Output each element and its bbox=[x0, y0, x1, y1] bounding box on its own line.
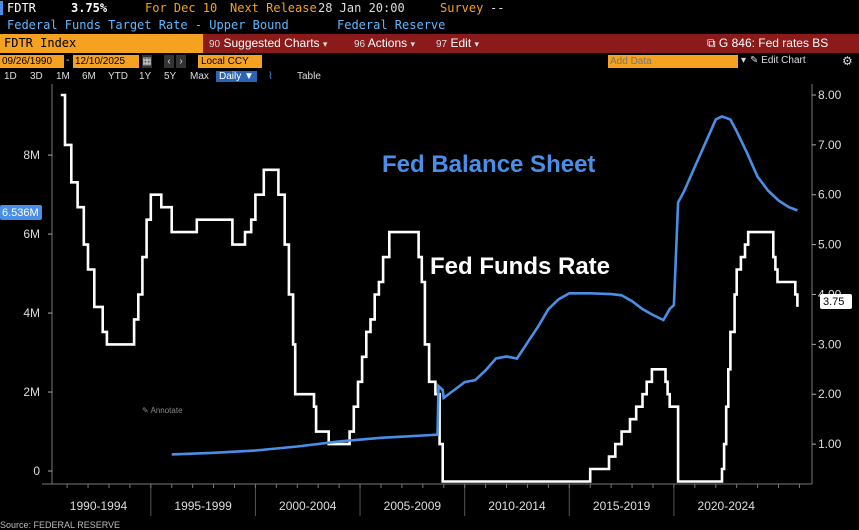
currency-select[interactable]: Local CCY bbox=[198, 55, 262, 68]
right-tick-label: 2.00 bbox=[818, 387, 842, 401]
function-toolbar: FDTR Index 90 Suggested Charts ▾ 96 Acti… bbox=[0, 34, 859, 53]
currency-value: Local CCY bbox=[201, 56, 249, 67]
right-tick-label: 8.00 bbox=[818, 88, 842, 102]
x-tick-label: 1995-1999 bbox=[174, 499, 232, 513]
security-description-row: Federal Funds Target Rate - Upper Bound … bbox=[0, 17, 859, 34]
left-tick-label: 2M bbox=[23, 385, 40, 399]
x-tick-label: 2000-2004 bbox=[279, 499, 337, 513]
annotate-label-text: Annotate bbox=[150, 406, 183, 415]
next-release-value: 28 Jan 20:00 bbox=[318, 1, 405, 15]
rate-last-value-bg bbox=[820, 294, 852, 309]
for-date: For Dec 10 bbox=[145, 1, 218, 15]
edit-menu[interactable]: 97 Edit ▾ bbox=[436, 36, 479, 50]
source-name: Federal Reserve bbox=[337, 18, 446, 32]
right-tick-label: 7.00 bbox=[818, 138, 842, 152]
range-1m-button[interactable]: 1M bbox=[56, 71, 70, 82]
x-tick-label: 2015-2019 bbox=[593, 499, 651, 513]
chevron-right-icon[interactable]: › bbox=[176, 55, 186, 68]
range-1d-button[interactable]: 1D bbox=[4, 71, 17, 82]
x-axis: 1990-1994 1995-1999 2000-2004 2005-2009 2010… bbox=[66, 484, 800, 516]
ticker-symbol[interactable]: FDTR bbox=[7, 1, 36, 15]
chevron-down-icon[interactable]: ▾ bbox=[741, 55, 747, 66]
range-3d-button[interactable]: 3D bbox=[30, 71, 43, 82]
chart-name: G 846: Fed rates BS bbox=[718, 36, 829, 50]
fed-funds-rate-line bbox=[60, 93, 799, 483]
table-button[interactable]: Table bbox=[297, 71, 321, 82]
chart-area[interactable]: 1990-1994 1995-1999 2000-2004 2005-2009 2010… bbox=[0, 84, 859, 520]
calendar-icon[interactable]: ▦ bbox=[142, 55, 152, 68]
last-value: 3.75% bbox=[71, 1, 108, 15]
right-tick-label: 5.00 bbox=[818, 238, 842, 252]
balance-last-value: 6.536M bbox=[2, 207, 39, 219]
range-max-button[interactable]: Max bbox=[190, 71, 209, 82]
suggested-charts-menu[interactable]: 90 Suggested Charts ▾ bbox=[209, 36, 327, 50]
x-tick-label: 2020-2024 bbox=[698, 499, 756, 513]
frequency-value: Daily bbox=[219, 71, 242, 82]
x-tick-label: 2005-2009 bbox=[384, 499, 442, 513]
index-input[interactable]: FDTR Index bbox=[0, 34, 203, 53]
range-5y-button[interactable]: 5Y bbox=[164, 71, 177, 82]
survey-label: Survey bbox=[440, 1, 484, 15]
start-date-input[interactable]: 09/26/1990 bbox=[0, 55, 64, 68]
left-tick-label: 8M bbox=[23, 148, 40, 162]
pencil-icon: ✎ bbox=[142, 406, 150, 415]
frequency-select[interactable]: Daily ▼ bbox=[216, 71, 257, 82]
suggested-charts-shortcut: 90 bbox=[209, 39, 221, 50]
balance-last-value-bg bbox=[0, 205, 42, 220]
actions-menu[interactable]: 96 Actions ▾ bbox=[354, 36, 415, 50]
add-data-input[interactable]: Add Data bbox=[608, 55, 738, 68]
annotate-tool[interactable]: ✎ Annotate bbox=[142, 406, 183, 415]
survey-value: -- bbox=[490, 1, 505, 15]
range-1y-button[interactable]: 1Y bbox=[139, 71, 152, 82]
range-buttons: 1D 3D 1M 6M YTD 1Y 5Y Max Daily ▼ ⌇ Tabl… bbox=[0, 70, 859, 84]
annotate-label: ✎ Annotate bbox=[142, 406, 183, 415]
left-tick-label: 0 bbox=[33, 464, 40, 478]
chevron-left-icon[interactable]: ‹ bbox=[164, 55, 174, 68]
chart-grid bbox=[42, 84, 813, 485]
edit-chart-label: Edit Chart bbox=[761, 55, 806, 66]
line-chart-icon[interactable]: ⌇ bbox=[268, 71, 273, 82]
source-footnote: Source: FEDERAL RESERVE bbox=[0, 520, 121, 530]
right-tick-label: 3.00 bbox=[818, 337, 842, 351]
gear-icon[interactable]: ⚙ bbox=[842, 54, 853, 68]
actions-label: Actions bbox=[367, 36, 408, 50]
x-tick-label: 2010-2014 bbox=[488, 499, 546, 513]
balance-last-value-tag: 6.536M bbox=[0, 205, 42, 220]
rate-last-value-tag: 3.75 bbox=[820, 294, 852, 309]
x-tick-label: 1990-1994 bbox=[70, 499, 128, 513]
chevron-down-icon: ▾ bbox=[322, 39, 328, 49]
security-header: FDTR 3.75% For Dec 10 Next Release 28 Ja… bbox=[0, 0, 859, 17]
edit-shortcut: 97 bbox=[436, 39, 448, 50]
security-description: Federal Funds Target Rate - Upper Bound bbox=[7, 18, 289, 32]
fed-balance-sheet-line bbox=[171, 114, 798, 456]
range-6m-button[interactable]: 6M bbox=[82, 71, 96, 82]
external-link-icon: ⧉ bbox=[707, 36, 716, 50]
left-axis: 0 2M 4M 6M 8M bbox=[23, 148, 52, 478]
chevron-down-icon: ▾ bbox=[410, 39, 416, 49]
chart-background bbox=[0, 84, 859, 520]
edit-label: Edit bbox=[450, 36, 472, 50]
suggested-charts-label: Suggested Charts bbox=[223, 36, 320, 50]
edit-chart-button[interactable]: ✎ Edit Chart bbox=[750, 55, 806, 66]
chevron-down-icon: ▾ bbox=[474, 39, 480, 49]
pencil-icon: ✎ bbox=[750, 55, 759, 66]
next-release-label: Next Release bbox=[230, 1, 317, 15]
range-ytd-button[interactable]: YTD bbox=[108, 71, 128, 82]
date-separator: - bbox=[66, 55, 70, 66]
actions-shortcut: 96 bbox=[354, 39, 366, 50]
chart-name-link[interactable]: ⧉ G 846: Fed rates BS bbox=[707, 36, 828, 51]
end-date-input[interactable]: 12/10/2025 bbox=[73, 55, 139, 68]
fed-funds-annotation: Fed Funds Rate bbox=[430, 253, 610, 280]
left-tick-label: 6M bbox=[23, 227, 40, 241]
right-tick-label: 6.00 bbox=[818, 188, 842, 202]
rate-last-value: 3.75 bbox=[823, 296, 844, 308]
header-marker bbox=[0, 1, 3, 15]
left-tick-label: 4M bbox=[23, 306, 40, 320]
right-tick-label: 1.00 bbox=[818, 437, 842, 451]
balance-sheet-annotation: Fed Balance Sheet bbox=[382, 151, 595, 178]
date-range-row: 09/26/1990 - 12/10/2025 ▦ ‹ › Local CCY … bbox=[0, 54, 859, 69]
